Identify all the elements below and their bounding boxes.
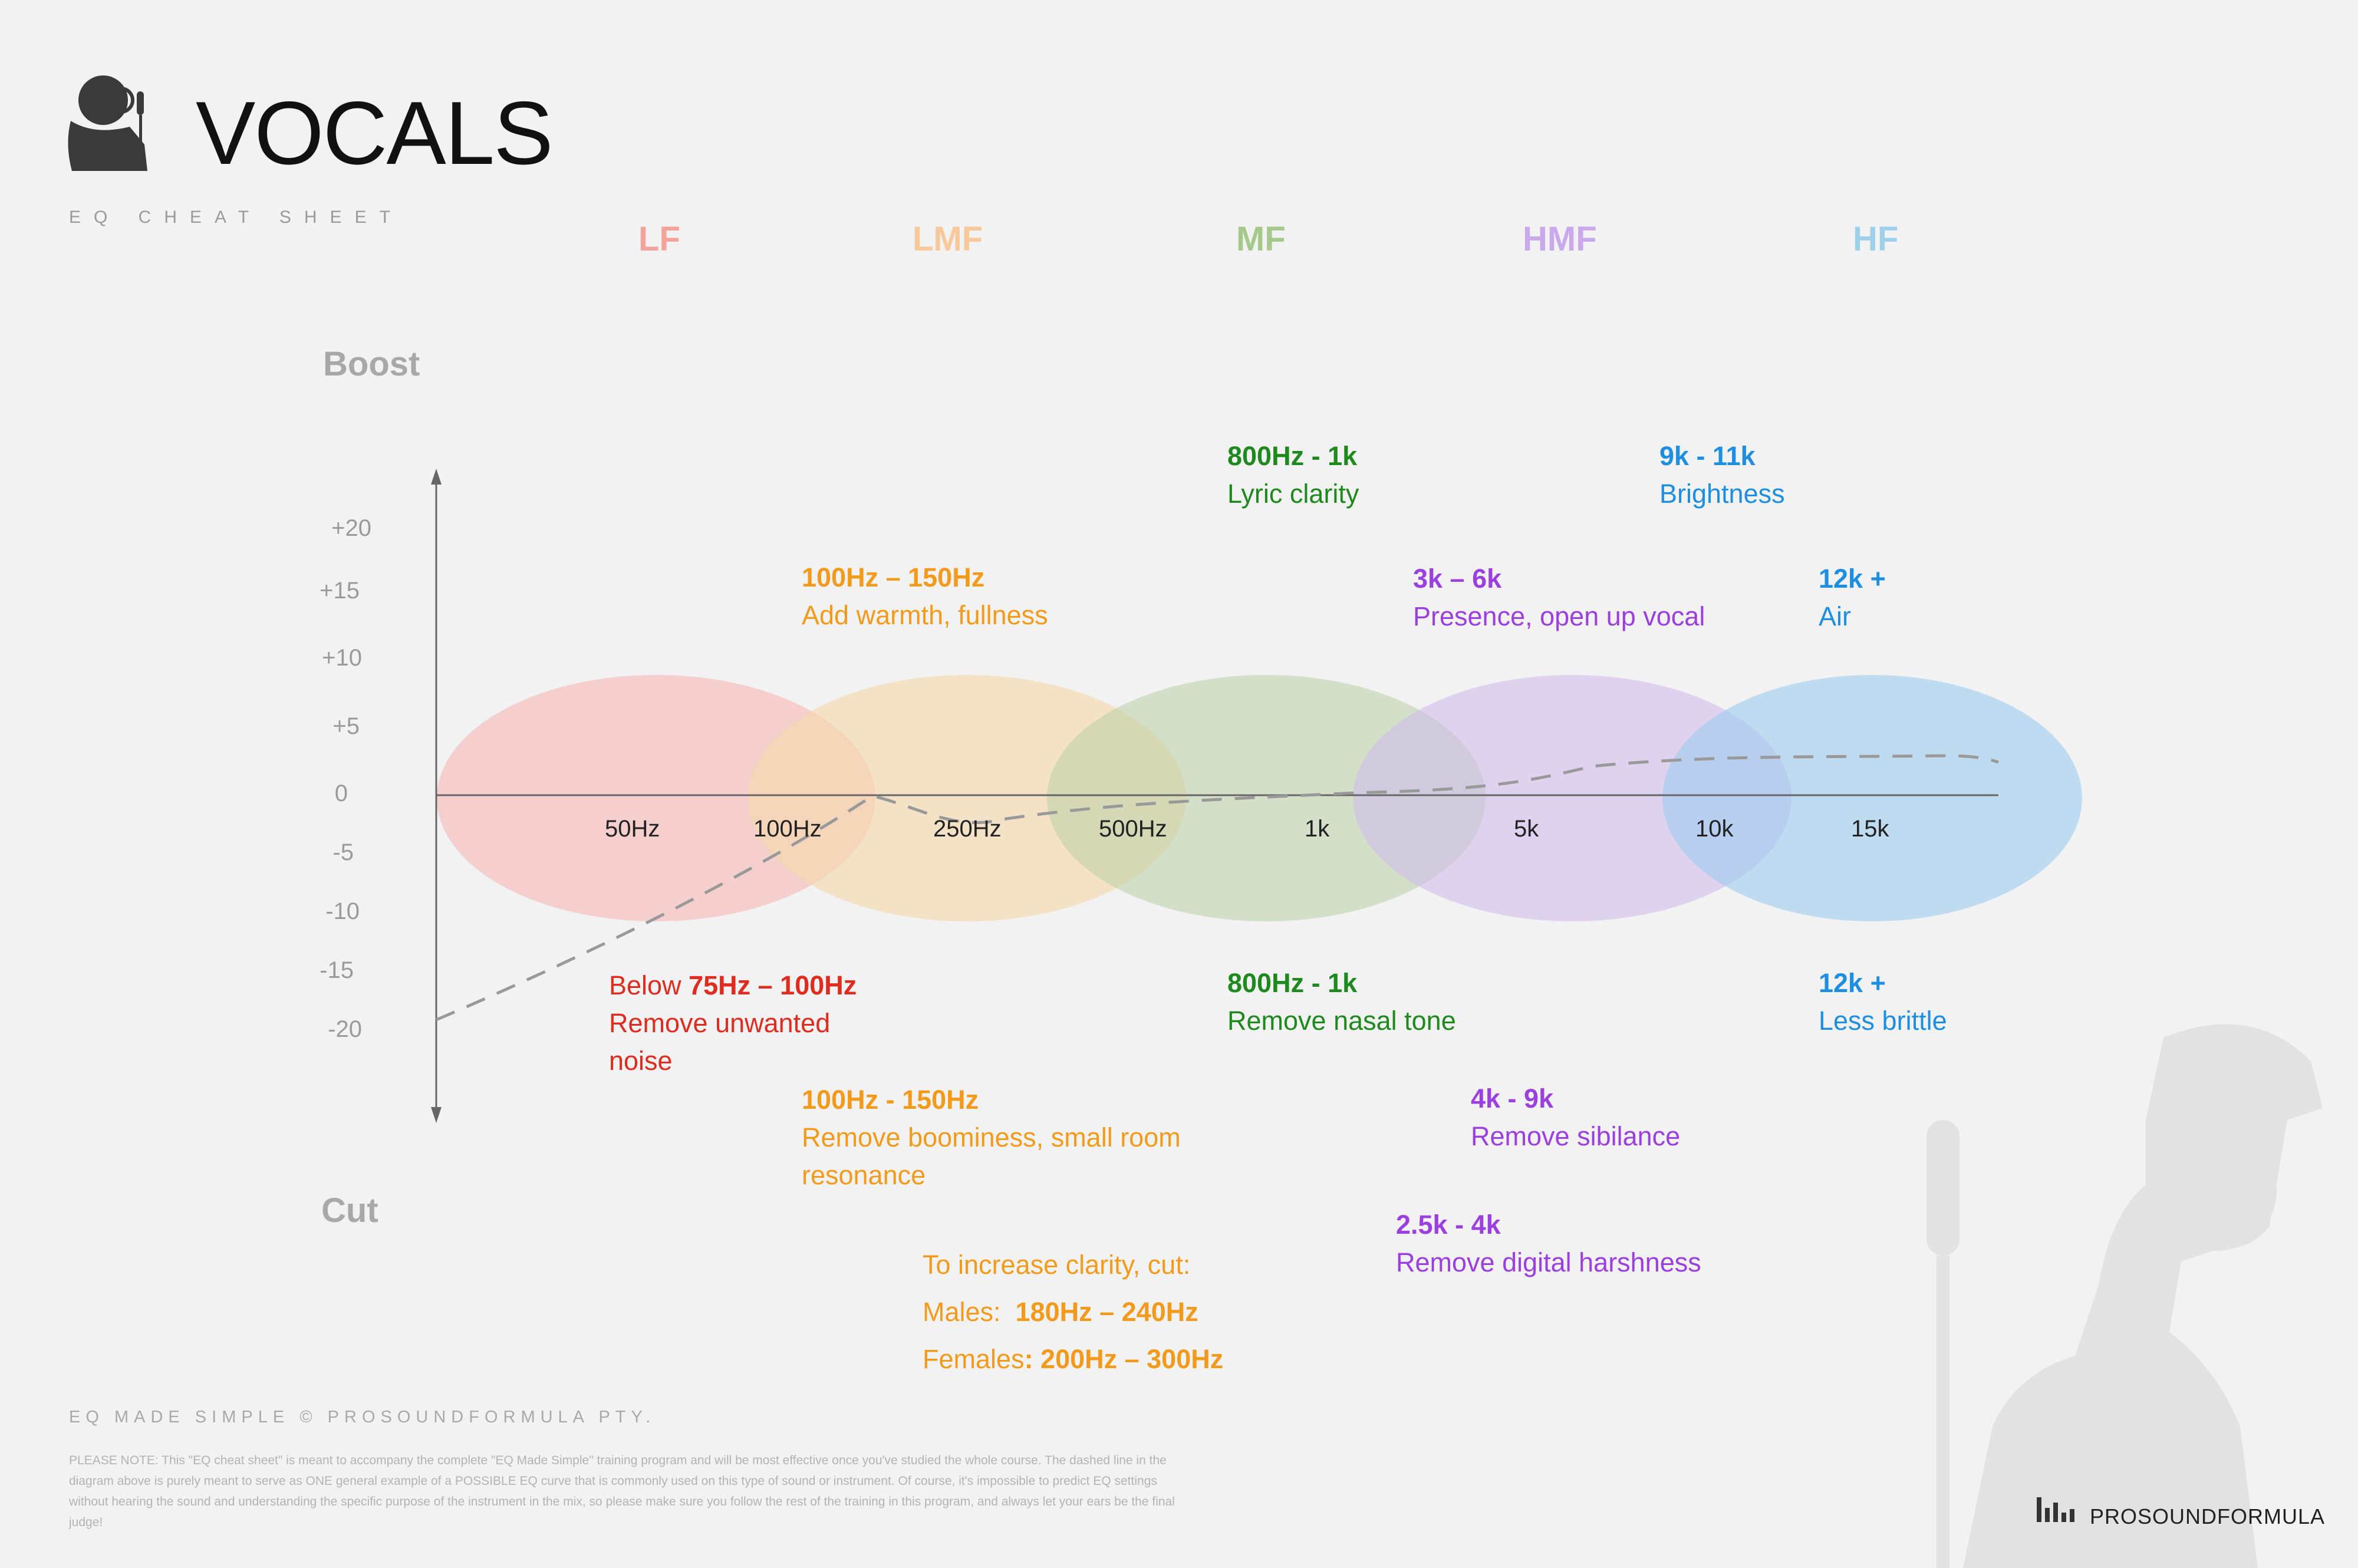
cut-note-lmf-desc-1: Remove boominess, small room — [802, 1122, 1181, 1152]
cut-note-clarity-males-freq: 180Hz – 240Hz — [1015, 1297, 1198, 1327]
x-tick: 50Hz — [605, 816, 660, 842]
cut-note-clarity-females-freq: : 200Hz – 300Hz — [1024, 1344, 1224, 1374]
y-tick: -5 — [332, 839, 354, 865]
band-label-hf: HF — [1853, 220, 1899, 258]
boost-note-brightness: 9k - 11k Brightness — [1659, 437, 1785, 513]
y-tick: +15 — [320, 578, 360, 604]
cut-note-lf-prefix: Below — [609, 970, 689, 1000]
band-label-mf: MF — [1236, 220, 1286, 258]
footer-credit: EQ MADE SIMPLE © PROSOUNDFORMULA PTY. — [69, 1408, 656, 1427]
band-mf-ellipse — [1047, 675, 1486, 921]
cut-note-hf-freq: 12k + — [1819, 968, 1886, 998]
cut-note-lf-desc-1: Remove unwanted — [609, 1008, 831, 1038]
boost-note-lmf-desc: Add warmth, fullness — [802, 600, 1048, 630]
eq-curve — [436, 754, 1999, 1022]
cut-note-clarity-intro: To increase clarity, cut: — [923, 1250, 1191, 1280]
y-tick: +5 — [332, 713, 360, 739]
y-tick: 0 — [334, 780, 348, 806]
cut-note-lmf-desc-2: resonance — [802, 1160, 926, 1190]
boost-note-lmf: 100Hz – 150Hz Add warmth, fullness — [802, 559, 1048, 634]
y-tick: -15 — [320, 957, 354, 983]
band-hmf-ellipse — [1353, 675, 1791, 921]
cut-note-clarity-males-label: Males: — [923, 1297, 1016, 1327]
cut-note-mf-freq: 800Hz - 1k — [1227, 968, 1358, 998]
cut-note-hf-desc: Less brittle — [1819, 1006, 1947, 1036]
boost-note-mf-freq: 800Hz - 1k — [1227, 441, 1358, 471]
y-tick: -20 — [328, 1016, 362, 1042]
y-tick: +20 — [331, 515, 371, 541]
boost-note-mf: 800Hz - 1k Lyric clarity — [1227, 437, 1359, 513]
boost-label: Boost — [323, 345, 420, 383]
y-tick: +10 — [322, 645, 362, 671]
band-label-lf: LF — [638, 220, 680, 258]
cut-note-sibilance-freq: 4k - 9k — [1471, 1083, 1554, 1114]
boost-note-hmf-freq: 3k – 6k — [1413, 564, 1502, 594]
cut-note-sibilance: 4k - 9k Remove sibilance — [1471, 1080, 1680, 1155]
y-axis-arrow-up — [431, 469, 442, 485]
x-tick: 15k — [1851, 816, 1889, 842]
cut-note-lf-desc-2: noise — [609, 1046, 673, 1076]
cut-note-mf-desc: Remove nasal tone — [1227, 1006, 1456, 1036]
page-title: VOCALS — [196, 83, 554, 183]
y-tick: -10 — [325, 898, 360, 924]
cut-note-harshness: 2.5k - 4k Remove digital harshness — [1396, 1206, 1701, 1282]
boost-note-air-freq: 12k + — [1819, 564, 1886, 594]
boost-note-hmf-desc: Presence, open up vocal — [1413, 601, 1705, 631]
y-axis-arrow-down — [431, 1107, 442, 1123]
boost-note-mf-desc: Lyric clarity — [1227, 479, 1359, 509]
vocalist-logo-icon — [68, 75, 147, 171]
boost-note-lmf-freq: 100Hz – 150Hz — [802, 562, 985, 592]
cut-note-clarity-females-label: Females — [923, 1344, 1025, 1374]
boost-note-brightness-freq: 9k - 11k — [1659, 441, 1756, 471]
x-tick: 5k — [1514, 816, 1539, 842]
x-tick: 500Hz — [1099, 816, 1167, 842]
band-label-hmf: HMF — [1523, 220, 1597, 258]
cut-note-clarity: To increase clarity, cut: Males: 180Hz –… — [923, 1241, 1223, 1383]
cut-note-lmf-freq: 100Hz - 150Hz — [802, 1085, 979, 1115]
cut-note-lf: Below 75Hz – 100Hz Remove unwanted noise — [609, 967, 857, 1080]
boost-note-air-desc: Air — [1819, 601, 1851, 631]
axes — [431, 469, 1998, 1123]
band-hf-ellipse — [1662, 675, 2082, 921]
page-subtitle: EQ CHEAT SHEET — [69, 207, 403, 227]
boost-note-brightness-desc: Brightness — [1659, 479, 1785, 509]
x-tick: 100Hz — [753, 816, 822, 842]
cut-label: Cut — [321, 1191, 378, 1230]
cut-note-harshness-desc: Remove digital harshness — [1396, 1247, 1701, 1277]
band-ellipses — [437, 675, 2082, 921]
cut-note-lmf: 100Hz - 150Hz Remove boominess, small ro… — [802, 1081, 1181, 1194]
cut-note-lf-freq: 75Hz – 100Hz — [689, 970, 857, 1000]
boost-note-hmf: 3k – 6k Presence, open up vocal — [1413, 560, 1705, 635]
brand-name: PROSOUNDFORMULA — [2090, 1504, 2326, 1529]
x-tick: 10k — [1695, 816, 1734, 842]
cut-note-hf: 12k + Less brittle — [1819, 964, 1947, 1040]
footer-note: PLEASE NOTE: This "EQ cheat sheet" is me… — [69, 1454, 1175, 1529]
x-tick: 250Hz — [933, 816, 1002, 842]
vocalist-silhouette-icon — [1926, 1024, 2323, 1568]
band-label-lmf: LMF — [913, 220, 983, 258]
cut-note-mf: 800Hz - 1k Remove nasal tone — [1227, 964, 1456, 1040]
boost-note-air: 12k + Air — [1819, 560, 1886, 635]
x-tick: 1k — [1305, 816, 1330, 842]
brand-bars-icon — [2037, 1497, 2074, 1522]
cut-note-sibilance-desc: Remove sibilance — [1471, 1121, 1681, 1151]
cut-note-harshness-freq: 2.5k - 4k — [1396, 1210, 1501, 1240]
